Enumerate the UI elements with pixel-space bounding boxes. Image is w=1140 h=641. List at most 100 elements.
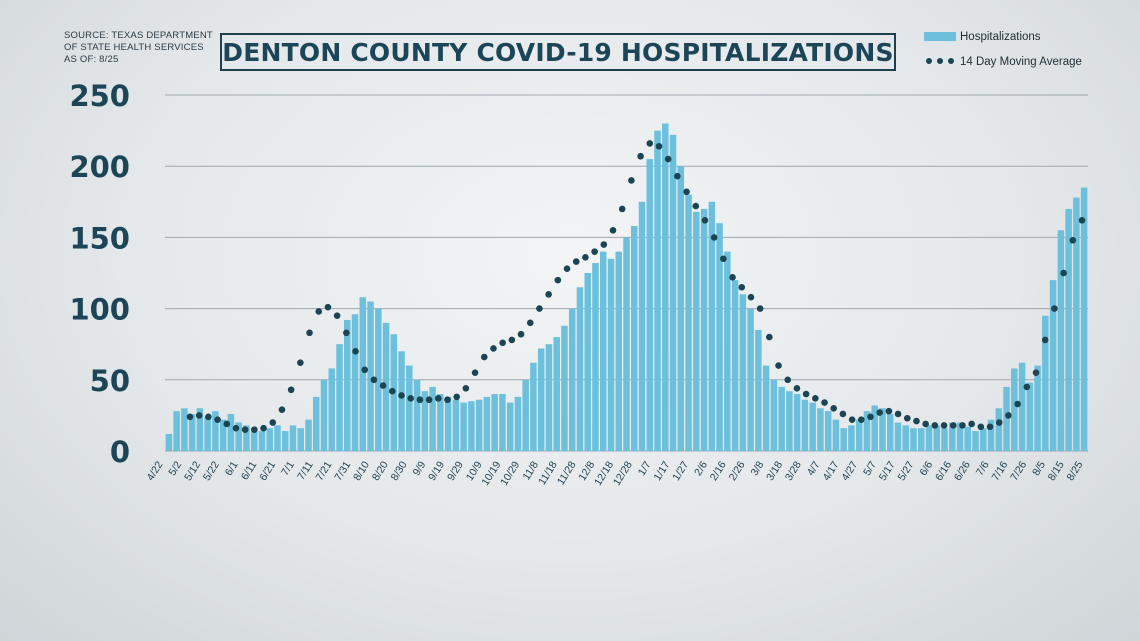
- bar: [886, 413, 894, 451]
- moving-average-point: [536, 305, 543, 312]
- bar: [421, 391, 429, 451]
- moving-average-point: [389, 387, 396, 395]
- bar: [514, 396, 522, 451]
- moving-average-point: [591, 248, 598, 255]
- moving-average-point: [241, 426, 249, 433]
- x-tick-label: 10/29: [498, 459, 522, 488]
- bar: [941, 428, 948, 451]
- moving-average-point: [738, 283, 746, 291]
- x-tick-label: 1/27: [670, 459, 691, 483]
- bar: [630, 226, 638, 451]
- legend-label: 14 Day Moving Average: [960, 55, 1082, 68]
- bar: [568, 308, 576, 451]
- moving-average-point: [1051, 305, 1058, 312]
- bar: [871, 405, 878, 451]
- bar: [902, 425, 909, 451]
- bar: [949, 422, 956, 451]
- bar: [793, 394, 801, 451]
- x-tick-label: 6/11: [239, 459, 260, 482]
- bar: [1011, 368, 1018, 451]
- x-tick-label: 7/31: [332, 459, 353, 483]
- bar: [398, 351, 405, 451]
- bar: [801, 399, 809, 451]
- moving-average-point: [683, 188, 690, 196]
- bar: [227, 413, 235, 451]
- x-tick-label: 8/10: [351, 459, 372, 483]
- source-line: AS OF: 8/25: [64, 54, 119, 65]
- x-tick-label: 9/29: [445, 459, 466, 483]
- bar: [506, 402, 514, 451]
- bar: [553, 337, 560, 451]
- moving-average-point: [545, 291, 552, 298]
- moving-average-point: [618, 205, 626, 213]
- bar: [367, 301, 374, 451]
- y-tick-label: 200: [69, 150, 130, 184]
- x-tick-label: 7/11: [295, 459, 316, 482]
- bar: [468, 401, 475, 451]
- bar: [646, 159, 654, 451]
- x-tick-label: 8/20: [370, 459, 391, 483]
- moving-average-point: [637, 152, 644, 160]
- bar: [832, 419, 840, 451]
- bar: [561, 325, 568, 451]
- source-line: OF STATE HEALTH SERVICES: [64, 42, 204, 53]
- bar: [662, 123, 669, 451]
- bar: [693, 211, 700, 451]
- moving-average-point: [453, 393, 460, 401]
- moving-average-point: [655, 142, 663, 150]
- x-tick-label: 7/21: [314, 459, 335, 483]
- moving-average-point: [480, 353, 488, 361]
- x-tick-label: 12/28: [611, 459, 635, 488]
- moving-average-point: [692, 202, 700, 210]
- bar: [956, 422, 964, 451]
- moving-average-point: [720, 255, 727, 263]
- moving-average-point: [517, 330, 525, 338]
- bar: [607, 258, 615, 451]
- moving-average-point: [572, 258, 580, 265]
- moving-average-point: [959, 422, 966, 429]
- moving-average-point: [876, 409, 883, 416]
- bar: [747, 308, 754, 451]
- moving-average-point: [1014, 400, 1021, 408]
- moving-average-series: [186, 140, 1086, 433]
- bar: [623, 237, 630, 451]
- x-tick-label: 7/16: [989, 459, 1010, 483]
- y-axis-ticks: 0 50 100 150 200 250: [69, 79, 130, 469]
- moving-average-point: [903, 414, 911, 422]
- bar: [444, 396, 452, 451]
- chart-title: DENTON COUNTY COVID-19 HOSPITALIZATIONS: [222, 37, 894, 67]
- x-tick-label: 3/18: [764, 459, 785, 483]
- x-tick-label: 5/27: [896, 459, 917, 483]
- bar: [987, 419, 995, 451]
- moving-average-point: [324, 303, 332, 311]
- moving-average-point: [260, 424, 267, 432]
- moving-average-point: [379, 382, 387, 389]
- x-tick-label: 4/22: [145, 459, 166, 483]
- y-tick-label: 250: [69, 79, 130, 113]
- x-tick-label: 5/2: [166, 459, 184, 478]
- moving-average-point: [729, 273, 736, 281]
- bar: [786, 391, 793, 451]
- x-tick-label: 8/5: [1030, 459, 1048, 478]
- bar: [258, 431, 266, 451]
- bar: [305, 419, 312, 451]
- bar: [995, 408, 1003, 451]
- x-tick-label: 11/18: [536, 459, 560, 487]
- x-tick-label: 11/28: [555, 459, 579, 487]
- moving-average-point: [940, 422, 948, 429]
- x-tick-label: 6/21: [257, 459, 278, 483]
- moving-average-point: [398, 392, 405, 399]
- moving-average-point: [232, 424, 240, 432]
- bar: [755, 329, 762, 451]
- bar: [863, 411, 871, 451]
- bar: [491, 394, 498, 451]
- x-tick-label: 6/16: [933, 459, 954, 483]
- bar: [243, 425, 250, 451]
- bar: [708, 201, 716, 451]
- moving-average-point: [1032, 369, 1040, 376]
- bar: [1026, 382, 1034, 451]
- moving-average-point: [508, 336, 516, 344]
- legend-label: Hospitalizations: [960, 30, 1041, 43]
- bar: [778, 386, 785, 451]
- moving-average-point: [434, 395, 442, 402]
